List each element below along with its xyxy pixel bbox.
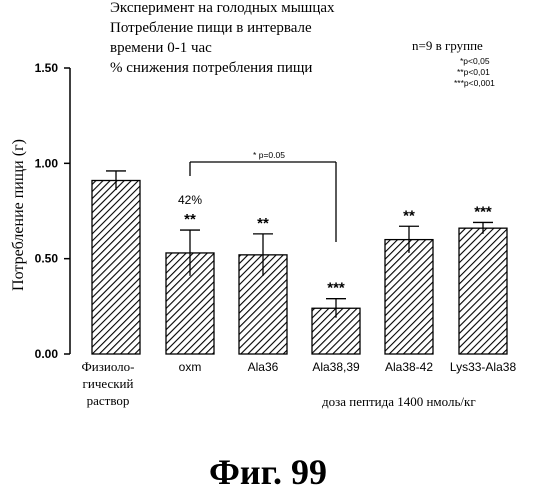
significance-stars: *** [474,203,492,220]
title-line-1: Эксперимент на голодных мышцах [110,0,335,16]
legend-p05: *p<0,05 [460,56,490,66]
x-tick-label: Lys33-Ala38 [450,360,517,374]
title-line-2: Потребление пищи в интервале [110,20,312,36]
x-tick-label: Ala38-42 [385,360,433,374]
x-tick-label: гический [83,376,134,391]
title-line-3: времени 0-1 час [110,40,212,56]
x-axis-label: доза пептида 1400 нмоль/кг [322,394,476,409]
bar [459,228,507,354]
y-tick-label: 0.50 [35,252,59,266]
chart-title: Эксперимент на голодных мышцах Потреблен… [110,0,335,76]
x-tick-label: Ala38,39 [312,360,360,374]
group-size-note: n=9 в группе [412,38,483,53]
y-tick-label: 1.00 [35,156,59,170]
significance-stars: *** [327,280,345,297]
percent-label: 42% [178,193,202,207]
bracket-label: * p=0.05 [253,150,285,160]
legend-p01: **p<0,01 [457,67,490,77]
plot-area: 0.00 0.50 1.00 1.50 Физиоло-гический раствор *… [35,61,517,408]
y-axis-label: Потребление пищи (г) [10,139,27,291]
significance-legend: *p<0,05 **p<0,01 ***p<0,001 [454,56,495,88]
y-tick-label: 0.00 [35,347,59,361]
x-tick-label: oxm [179,360,202,374]
legend-p001: ***p<0,001 [454,78,495,88]
x-tick-label: Физиоло- [82,359,135,374]
x-tick-label: Ala36 [248,360,279,374]
bar [385,240,433,354]
y-tick-label: 1.50 [35,61,59,75]
significance-stars: ** [184,211,196,228]
x-tick-label: раствор [87,393,130,408]
figure-caption: Фиг. 99 [209,452,327,492]
bar [92,180,140,354]
title-line-4: % снижения потребления пищи [110,60,312,76]
significance-stars: ** [403,207,415,224]
significance-stars: ** [257,215,269,232]
